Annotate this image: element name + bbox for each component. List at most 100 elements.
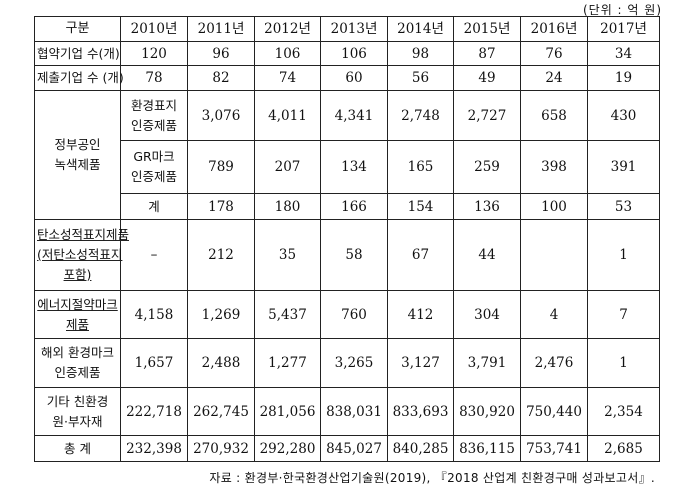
label-line: GR마크 [133, 149, 175, 164]
table-row: 에너지절약마크 제품 4,158 1,269 5,437 760 412 304… [34, 290, 660, 339]
table-cell: 281,056 [254, 387, 321, 436]
table-cell: 24 [520, 65, 588, 91]
label-line: 정부공인 [54, 137, 101, 152]
table-cell: 67 [387, 219, 454, 291]
table-cell: 98 [387, 41, 454, 66]
table-cell: 212 [187, 219, 255, 291]
table-cell: 232,398 [120, 435, 188, 462]
table-cell: 106 [254, 41, 321, 66]
table-cell: 100 [520, 193, 588, 220]
label-line: 기타 친환경 [46, 393, 109, 409]
table-cell: 789 [187, 140, 255, 194]
table-cell: 753,741 [520, 435, 588, 462]
table-row: 기타 친환경 원·부자재 222,718 262,745 281,056 838… [34, 387, 660, 436]
row-label: 협약기업 수(개) [34, 41, 121, 66]
header-cell: 2013년 [320, 16, 388, 42]
table-cell: 3,265 [320, 338, 388, 388]
sub-label: 환경표지 인증제품 [120, 90, 188, 141]
table-cell: 2,488 [187, 338, 255, 388]
header-cell: 구분 [34, 16, 121, 42]
table-cell: 658 [520, 90, 588, 141]
header-cell: 2012년 [254, 16, 321, 42]
table-cell: 4,158 [120, 290, 188, 339]
label-line: 녹색제품 [54, 157, 101, 172]
table-cell: 845,027 [320, 435, 388, 462]
table-cell: 3,076 [187, 90, 255, 141]
table-cell: 304 [453, 290, 521, 339]
table-cell: 74 [254, 65, 321, 91]
table-cell: 270,932 [187, 435, 255, 462]
table-cell: 44 [453, 219, 521, 291]
table-cell: 412 [387, 290, 454, 339]
table-cell: 2,727 [453, 90, 521, 141]
table-cell: 1 [587, 219, 660, 291]
table-cell: 1,269 [187, 290, 255, 339]
row-label-other: 기타 친환경 원·부자재 [34, 387, 121, 436]
table-cell: 58 [320, 219, 388, 291]
table-cell: 178 [187, 193, 255, 220]
table-cell: 750,440 [520, 387, 588, 436]
table-row-total: 총 계 232,398 270,932 292,280 845,027 840,… [34, 435, 660, 462]
table-row: 제출기업 수 (개) 78 82 74 60 56 49 24 19 [34, 65, 660, 91]
table-cell: 106 [320, 41, 388, 66]
table-cell: 2,685 [587, 435, 660, 462]
table-cell: 3,127 [387, 338, 454, 388]
header-cell: 2014년 [387, 16, 454, 42]
label-line: 탄소성적표지제품 [37, 227, 130, 242]
label-line: 포함) [63, 267, 92, 282]
table-cell: 76 [520, 41, 588, 66]
row-label-overseas: 해외 환경마크 인증제품 [34, 338, 121, 388]
table-cell: 96 [187, 41, 255, 66]
table-cell: 120 [120, 41, 188, 66]
row-label-gov-green: 정부공인 녹색제품 [34, 90, 121, 220]
header-cell: 2015년 [453, 16, 521, 42]
table-cell: 49 [453, 65, 521, 91]
row-label-energy: 에너지절약마크 제품 [34, 290, 121, 339]
label-line: 인증제품 [130, 117, 177, 133]
table-cell: 2,354 [587, 387, 660, 436]
row-label: 총 계 [34, 435, 121, 462]
row-label-carbon: 탄소성적표지제품 (저탄소성적표지 포함) [34, 219, 130, 291]
table-cell: 833,693 [387, 387, 454, 436]
table-cell: 292,280 [254, 435, 321, 462]
header-row: 구분 2010년 2011년 2012년 2013년 2014년 2015년 2… [34, 16, 660, 42]
table-row: 해외 환경마크 인증제품 1,657 2,488 1,277 3,265 3,1… [34, 338, 660, 388]
table-cell: 391 [587, 140, 660, 194]
header-cell: 2011년 [187, 16, 255, 42]
table-cell: 53 [587, 193, 660, 220]
table-cell: 4 [520, 290, 588, 339]
table-row: 협약기업 수(개) 120 96 106 106 98 87 76 34 [34, 41, 660, 66]
header-cell: 2016년 [520, 16, 588, 42]
table-cell: 154 [387, 193, 454, 220]
unit-note: (단위 : 억 원) [582, 3, 662, 17]
table-cell [520, 219, 588, 291]
table-cell: 35 [254, 219, 321, 291]
row-label: 제출기업 수 (개) [34, 65, 124, 91]
table-cell: 398 [520, 140, 588, 194]
table-cell: 19 [587, 65, 660, 91]
table-cell: 165 [387, 140, 454, 194]
label-line: 제품 [65, 316, 89, 332]
table-cell: 4,341 [320, 90, 388, 141]
table-cell: 3,791 [453, 338, 521, 388]
table-cell: 838,031 [320, 387, 388, 436]
table-cell: 2,748 [387, 90, 454, 141]
table-cell: 2,476 [520, 338, 588, 388]
header-cell: 2017년 [587, 16, 660, 42]
label-line: 환경표지 [130, 97, 177, 113]
table-cell: 222,718 [120, 387, 188, 436]
table-cell: 830,920 [453, 387, 521, 436]
table-row: GR마크 인증제품 789 207 134 165 259 398 391 [35, 140, 660, 194]
table-row: 탄소성적표지제품 (저탄소성적표지 포함) – 212 35 58 67 44 … [34, 219, 660, 291]
label-line: 원·부자재 [52, 413, 103, 429]
source-note: 자료 : 환경부·한국환경산업기술원(2019), 『2018 산업계 친환경구… [209, 471, 655, 485]
table-cell: 87 [453, 41, 521, 66]
label-line: (저탄소성적표지 [37, 247, 123, 262]
table-cell: 207 [254, 140, 321, 194]
label-line: 해외 환경마크 [41, 345, 114, 360]
header-cell: 2010년 [120, 16, 188, 42]
sub-label: 계 [120, 193, 188, 220]
table-cell: 262,745 [187, 387, 255, 436]
label-line: 인증제품 [130, 169, 177, 184]
table-cell: 82 [187, 65, 255, 91]
